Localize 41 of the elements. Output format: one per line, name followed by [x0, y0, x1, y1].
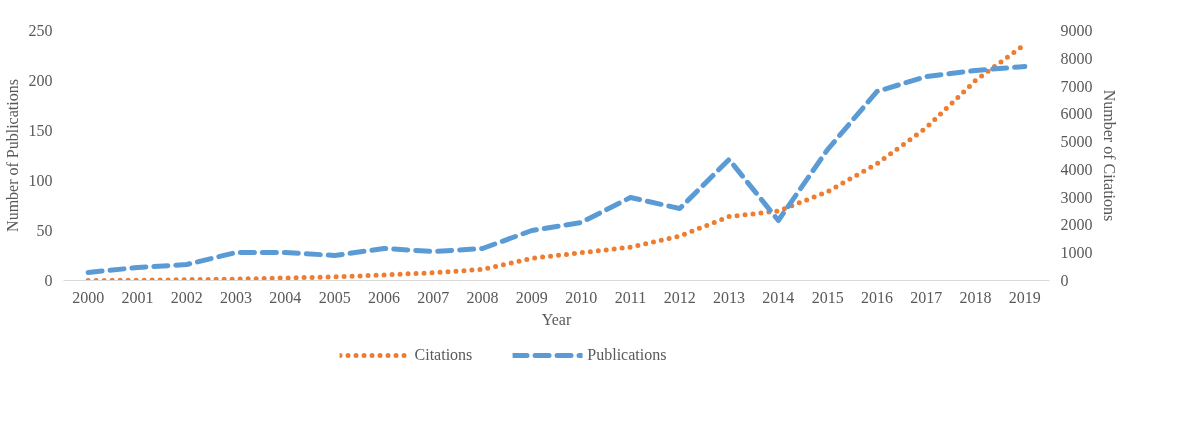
x-tick-label: 2006 — [367, 288, 400, 306]
legend-label: Publications — [587, 346, 667, 364]
x-axis-title: Year — [541, 310, 572, 328]
y2-tick-label: 9000 — [1060, 22, 1093, 39]
x-tick-label: 2018 — [959, 288, 992, 306]
x-tick-label: 2009 — [515, 288, 548, 306]
x-tick-label: 2015 — [811, 288, 844, 306]
x-tick-label: 2008 — [466, 288, 499, 306]
y-tick-label: 100 — [28, 172, 53, 189]
y-tick-label: 0 — [44, 272, 53, 289]
x-tick-label: 2017 — [910, 288, 943, 306]
x-tick-label: 2012 — [663, 288, 696, 306]
y2-tick-label: 6000 — [1060, 105, 1093, 123]
y2-tick-label: 3000 — [1060, 188, 1093, 206]
y2-tick-label: 8000 — [1060, 49, 1093, 67]
x-tick-label: 2004 — [269, 288, 302, 306]
legend-label: Citations — [414, 346, 473, 364]
x-tick-label: 2001 — [121, 288, 154, 306]
x-tick-label: 2016 — [860, 288, 893, 306]
x-tick-label: 2003 — [220, 288, 253, 306]
x-tick-label: 2002 — [170, 288, 203, 306]
x-tick-label: 2010 — [565, 288, 598, 306]
x-tick-label: 2014 — [762, 288, 795, 306]
x-tick-label: 2019 — [1008, 288, 1041, 306]
y2-tick-label: 7000 — [1060, 77, 1093, 95]
y-tick-label: 150 — [28, 122, 53, 139]
x-tick-label: 2011 — [614, 288, 647, 306]
x-tick-label: 2007 — [417, 288, 450, 306]
y-axis-title: Number of Publications — [3, 79, 21, 232]
y2-tick-label: 0 — [1060, 272, 1069, 289]
y-tick-label: 200 — [28, 72, 53, 89]
y-tick-label: 50 — [36, 222, 53, 239]
y-tick-label: 250 — [28, 22, 53, 39]
y2-axis-title: Number of Citations — [1100, 89, 1118, 222]
x-tick-label: 2013 — [713, 288, 746, 306]
y2-tick-label: 5000 — [1060, 133, 1093, 151]
y2-tick-label: 2000 — [1060, 216, 1093, 234]
y2-tick-label: 1000 — [1060, 244, 1093, 262]
x-tick-label: 2005 — [318, 288, 351, 306]
x-tick-label: 2000 — [72, 288, 105, 306]
y2-tick-label: 4000 — [1060, 160, 1093, 178]
